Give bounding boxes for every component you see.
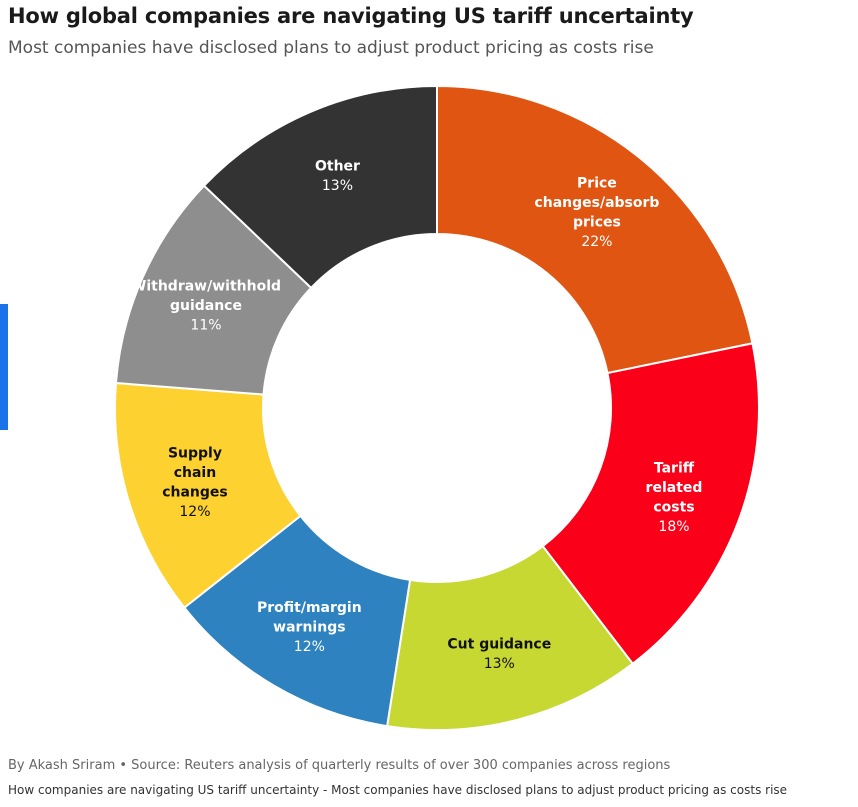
label-other: Other 13% <box>315 159 360 195</box>
label-name-line: Other <box>315 159 360 175</box>
slice-supply-chain-changes <box>114 381 302 610</box>
label-value: 13% <box>322 178 353 194</box>
donut-labels: Price changes/absorb prices 22% Tariff relate… <box>131 159 702 672</box>
label-name-line: Profit/margin <box>257 600 362 616</box>
label-name-line: Supply <box>168 445 222 461</box>
slice-cut-guidance <box>385 544 635 731</box>
source-note: By Akash Sriram • Source: Reuters analys… <box>8 758 671 773</box>
slice-other <box>202 84 438 290</box>
label-name-line: chain <box>174 465 216 481</box>
label-cut-guidance: Cut guidance 13% <box>447 636 551 672</box>
label-name-line: changes/absorb <box>534 195 659 211</box>
label-name-line: Withdraw/withhold <box>131 278 281 294</box>
label-name-line: prices <box>573 215 621 231</box>
label-value: 11% <box>190 317 221 333</box>
donut-slices <box>114 84 760 731</box>
slice-price-changes-absorb-prices <box>436 84 754 375</box>
label-value: 12% <box>294 639 325 655</box>
label-name-line: Tariff <box>654 460 695 476</box>
left-edge-marker <box>0 304 8 430</box>
label-name-line: costs <box>653 499 694 515</box>
label-value: 18% <box>658 519 689 535</box>
label-name-line: warnings <box>273 619 345 635</box>
label-name-line: changes <box>162 484 228 500</box>
label-withdraw-withhold-guidance: Withdraw/withhold guidance 11% <box>131 278 281 333</box>
chart-title: How global companies are navigating US t… <box>8 4 694 28</box>
label-tariff-related-costs: Tariff related costs 18% <box>646 460 703 534</box>
label-value: 22% <box>581 234 612 250</box>
label-name-line: related <box>646 480 703 496</box>
slice-tariff-related-costs <box>541 342 760 666</box>
label-name-line: Price <box>577 176 617 192</box>
label-profit-margin-warnings: Profit/margin warnings 12% <box>257 600 362 655</box>
chart-caption: How companies are navigating US tariff u… <box>8 783 788 797</box>
label-value: 12% <box>179 504 210 520</box>
label-value: 13% <box>484 656 515 672</box>
slice-profit-margin-warnings <box>182 514 412 728</box>
label-supply-chain-changes: Supply chain changes 12% <box>162 445 228 520</box>
label-price-changes-absorb-prices: Price changes/absorb prices 22% <box>534 176 659 251</box>
label-name-line: guidance <box>170 298 242 314</box>
chart-subtitle: Most companies have disclosed plans to a… <box>8 38 654 58</box>
label-name-line: Cut guidance <box>447 636 551 652</box>
